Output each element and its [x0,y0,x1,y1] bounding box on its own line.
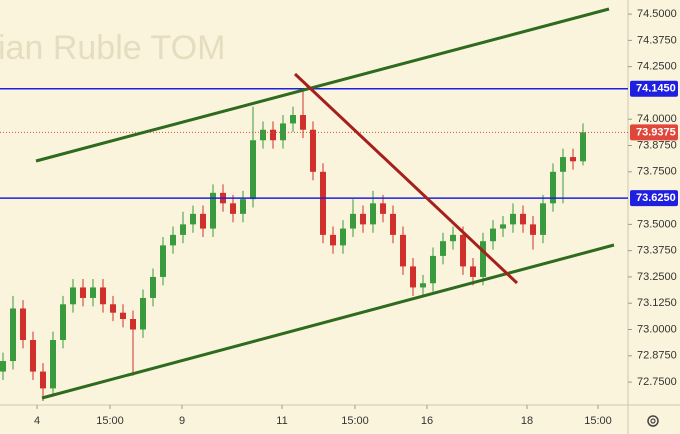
candle-body [60,304,66,341]
candle-body [140,297,146,330]
candle-body [260,129,266,141]
candle-body [80,287,86,298]
level-label: 74.1450 [636,83,676,95]
candle-body [550,171,556,204]
candle-body [570,157,576,162]
y-tick-label: 73.8750 [637,139,677,151]
y-tick-label: 72.7500 [637,376,677,388]
candle-body [50,340,56,389]
candle-body [430,255,436,284]
candle-body [310,129,316,172]
candle-body [370,203,376,225]
candle-body [490,228,496,242]
candle-body [500,224,506,229]
candle-body [510,213,516,225]
plot-area [0,87,628,402]
candle-body [70,287,76,305]
y-tick-label: 73.0000 [637,323,677,335]
candle-body [420,283,426,288]
candle-body [90,287,96,298]
candle-body [460,234,466,267]
y-tick-label: 73.7500 [637,166,677,178]
y-tick-label: 74.0000 [637,113,677,125]
candle-body [560,157,566,172]
candle-body [170,234,176,246]
candle-body [110,304,116,313]
candle-body [20,308,26,341]
candle-body [120,312,126,319]
x-tick-label: 15:00 [96,415,124,427]
candle-body [530,224,536,235]
candle-body [450,234,456,242]
candle-body [480,241,486,277]
candle-body [360,213,366,225]
candle-body [340,228,346,246]
x-tick-label: 15:00 [341,415,369,427]
trend-line [35,7,610,163]
candle-body [200,213,206,229]
candle-body [380,203,386,214]
candle-body [190,213,196,225]
trend-line [293,72,519,285]
candle-body [390,213,396,235]
x-tick-label: 18 [521,415,533,427]
candle-body [290,115,296,124]
candle-body [350,213,356,229]
candle-body [250,140,256,200]
y-tick-label: 74.3750 [637,34,677,46]
candle-body [230,203,236,214]
candle-body [520,213,526,225]
candle-body [150,276,156,298]
candle-body [210,192,216,229]
level-label-box [630,190,678,207]
candle-body [100,287,106,305]
candle-body [10,308,16,362]
candle-body [180,224,186,235]
last-price-label: 73.9375 [636,126,676,138]
candle-body [0,361,6,372]
candle-body [330,234,336,246]
candle-body [540,203,546,235]
last-price-box [630,124,678,141]
candle-body [270,129,276,141]
candle-body [580,132,586,162]
y-tick-label: 74.2500 [637,61,677,73]
y-tick-label: 73.5000 [637,218,677,230]
candle-body [280,123,286,141]
candle-body [400,234,406,267]
candle-body [300,115,306,130]
level-label: 73.6250 [636,192,676,204]
y-tick-label: 73.2500 [637,271,677,283]
watermark: ian Ruble TOM [0,29,225,67]
price-axis: 74.5000 74.3750 74.2500 74.0000 73.8750 73.75… [34,8,678,427]
x-tick-label: 11 [276,415,287,427]
trend-line [41,243,615,400]
candle-body [130,318,136,330]
y-tick-label: 73.3750 [637,245,677,257]
x-tick-label: 16 [421,415,433,427]
candle-body [470,266,476,277]
settings-icon[interactable] [647,415,659,427]
candle-body [40,371,46,389]
candle-body [410,266,416,288]
candle-body [240,199,246,214]
x-tick-label: 9 [179,415,185,427]
x-tick-label: 4 [34,415,40,427]
y-tick-label: 72.8750 [637,350,677,362]
candle-body [320,171,326,235]
candle-body [440,241,446,256]
y-tick-label: 74.5000 [637,8,677,20]
level-label-box [630,80,678,97]
y-tick-label: 73.1250 [637,297,677,309]
x-tick-label: 15:00 [584,415,612,427]
candle-body [30,340,36,372]
candle-body [160,245,166,277]
